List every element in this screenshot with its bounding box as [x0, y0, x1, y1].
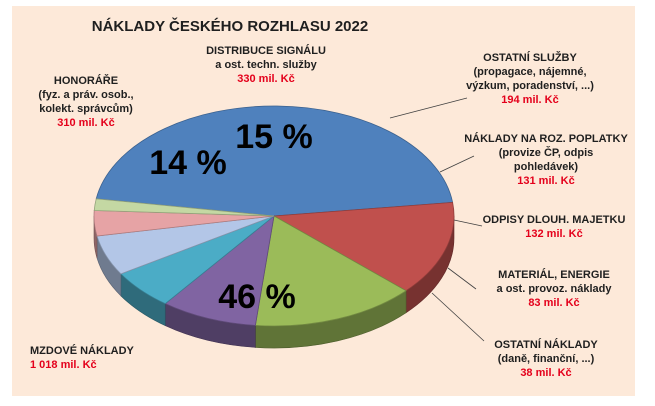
- label-line: a ost. techn. služby: [215, 59, 317, 71]
- label-naklady-na-roz-poplatky: NÁKLADY NA ROZ. POPLATKY(provize ČP, odp…: [464, 132, 628, 187]
- label-ostatni-naklady: OSTATNÍ NÁKLADY (daně, finanční, ...) 38 m…: [494, 338, 598, 379]
- label-material-energie: MATERIÁL, ENERGIE a ost. provoz. náklady 8…: [497, 268, 613, 309]
- value-label-honorare: 310 mil. Kč: [57, 117, 114, 129]
- label-line: OSTATNÍ SLUŽBY: [483, 51, 577, 64]
- label-line: (provize ČP, odpis: [499, 146, 594, 159]
- label-distribuce-signalu: DISTRIBUCE SIGNÁLU a ost. techn. služby 33…: [206, 44, 326, 85]
- value-label-mzdove-naklady: 1 018 mil. Kč: [30, 359, 97, 371]
- label-line: ODPISY DLOUH. MAJETKU: [483, 214, 626, 226]
- percent-label-distribuce-signalu: 15 %: [235, 118, 313, 156]
- label-odpisy-dlouh-majetku: ODPISY DLOUH. MAJETKU 132 mil. Kč: [483, 214, 626, 240]
- label-line: MATERIÁL, ENERGIE: [498, 268, 610, 281]
- value-label-odpisy-dlouh-majetku: 132 mil. Kč: [525, 228, 582, 240]
- leader-line-material-energie: [447, 267, 477, 290]
- label-line: HONORÁŘE: [54, 74, 118, 87]
- value-label-material-energie: 83 mil. Kč: [528, 297, 579, 309]
- leader-line-ostatni-sluzby: [389, 97, 468, 119]
- slice-ostatni-naklady: [93, 198, 275, 217]
- percent-label-mzdove-naklady: 46 %: [218, 278, 296, 316]
- label-line: (propagace, nájemné,: [473, 66, 586, 78]
- value-label-distribuce-signalu: 330 mil. Kč: [237, 73, 294, 85]
- value-label-naklady-na-roz-poplatky: 131 mil. Kč: [517, 175, 574, 187]
- label-line: NÁKLADY NA ROZ. POPLATKY: [464, 132, 628, 145]
- value-label-ostatni-naklady: 38 mil. Kč: [520, 367, 571, 379]
- slice-mzdove-naklady: [95, 105, 454, 217]
- label-line: DISTRIBUCE SIGNÁLU: [206, 44, 326, 57]
- chart-title: NÁKLADY ČESKÉHO ROZHLASU 2022: [92, 17, 368, 35]
- percent-label-honorare: 14 %: [149, 144, 227, 182]
- pie-chart: NÁKLADY ČESKÉHO ROZHLASU 2022 MZDOVÉ NÁK…: [30, 17, 628, 379]
- label-line: (fyz. a práv. osob.,: [38, 89, 133, 101]
- slice-ostatni-sluzby: [164, 215, 275, 326]
- leader-line-odpisy-dlouh-majetku: [453, 219, 483, 227]
- label-ostatni-sluzby: OSTATNÍ SLUŽBY (propagace, nájemné, výzkum…: [466, 51, 594, 106]
- value-label-ostatni-sluzby: 194 mil. Kč: [501, 94, 558, 106]
- label-line: a ost. provoz. náklady: [497, 283, 613, 295]
- label-mzdove-naklady: MZDOVÉ NÁKLADY 1 018 mil. Kč: [30, 344, 135, 371]
- label-line: výzkum, poradenství, ...): [466, 80, 594, 92]
- label-honorare: HONORÁŘE (fyz. a práv. osob., kolekt. sprá…: [38, 74, 133, 129]
- slice-honorare: [272, 201, 455, 292]
- label-line: MZDOVÉ NÁKLADY: [30, 344, 135, 357]
- leader-line-ostatni-naklady: [431, 292, 485, 342]
- label-line: OSTATNÍ NÁKLADY: [494, 338, 598, 351]
- label-line: (daně, finanční, ...): [498, 353, 595, 365]
- label-line: pohledávek): [514, 161, 579, 173]
- chart-panel: NÁKLADY ČESKÉHO ROZHLASU 2022 MZDOVÉ NÁK…: [12, 6, 635, 396]
- slice-distribuce-signalu: [254, 215, 407, 327]
- leader-line-naklady-na-roz-poplatky: [439, 155, 475, 173]
- label-line: kolekt. správcům): [39, 103, 133, 115]
